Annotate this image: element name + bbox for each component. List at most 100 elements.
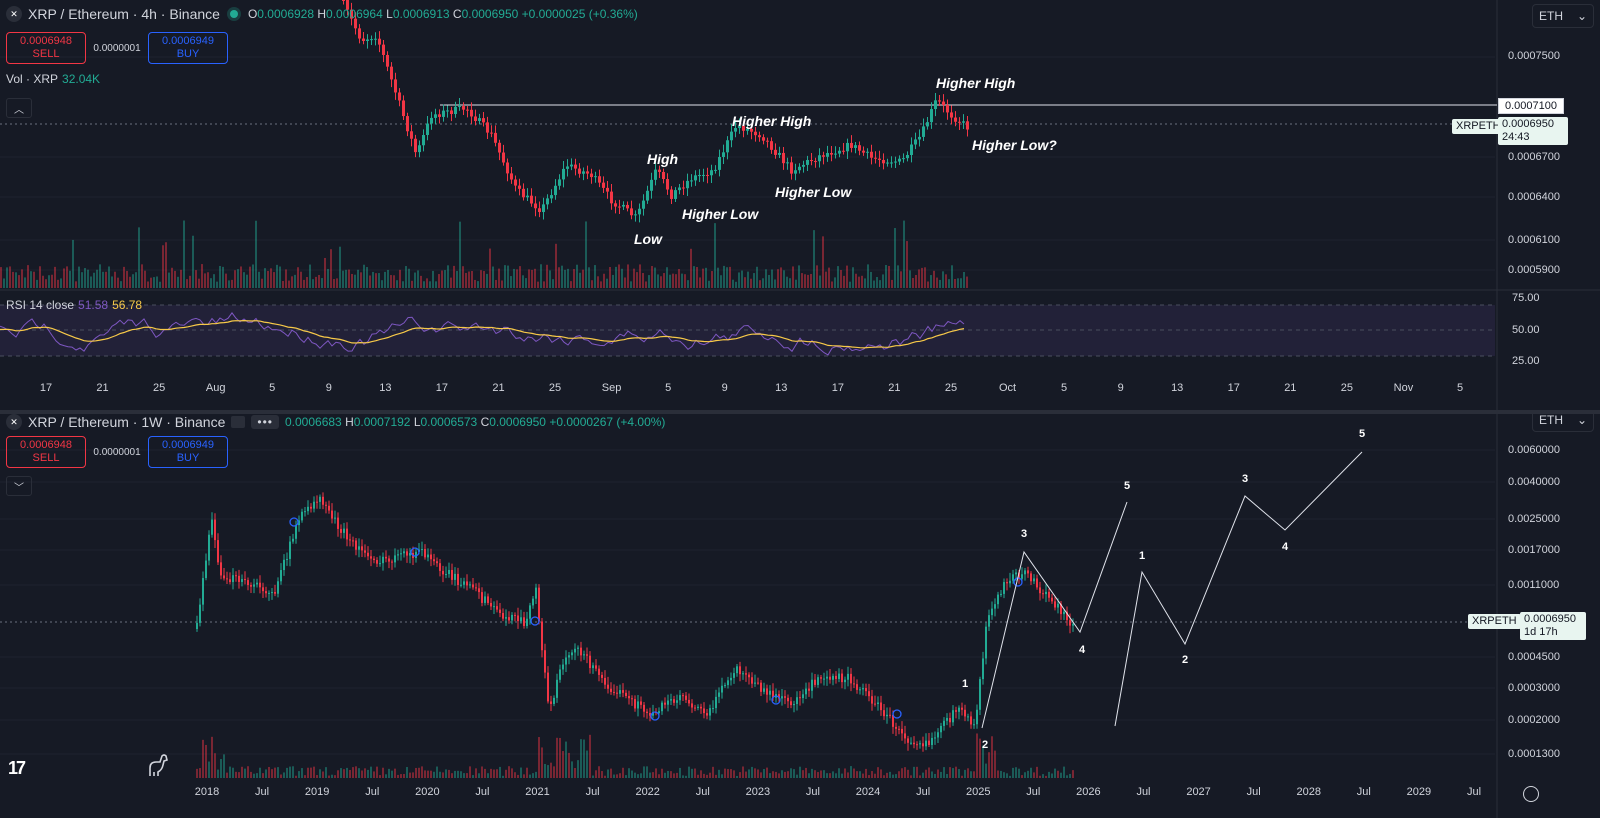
volume-bar: [391, 770, 393, 778]
sell-button[interactable]: 0.0006948 SELL: [6, 32, 86, 64]
candle-body: [742, 673, 744, 675]
volume-bar: [490, 768, 492, 778]
candle-body: [805, 688, 807, 695]
candle-body: [577, 647, 579, 649]
volume-bar: [789, 278, 791, 288]
buy-button[interactable]: 0.0006949 BUY: [148, 436, 228, 468]
chart-4h-canvas[interactable]: [0, 0, 1600, 410]
candle-body: [506, 162, 509, 174]
volume-bar: [654, 267, 656, 288]
event-marker: [530, 616, 540, 626]
symbol-title[interactable]: XRP / Ethereum · 1W · Binance: [28, 414, 226, 430]
volume-bar: [258, 271, 260, 288]
volume-bar: [696, 267, 698, 288]
volume-bar: [711, 271, 713, 288]
volume-bar: [529, 774, 531, 778]
volume-bar: [658, 774, 660, 778]
settings-icon[interactable]: [1523, 786, 1539, 802]
sell-button[interactable]: 0.0006948 SELL: [6, 436, 86, 468]
pane-divider[interactable]: [0, 410, 1600, 414]
volume-bar: [958, 769, 960, 778]
wave-label: 2: [1181, 654, 1189, 666]
candle-body: [586, 654, 588, 656]
volume-bar: [976, 733, 978, 778]
candle-body: [730, 677, 732, 681]
time-axis-label: 2021: [525, 786, 550, 798]
more-options-button[interactable]: •••: [251, 415, 279, 429]
candle-body: [607, 684, 609, 689]
candle-body: [292, 538, 294, 542]
chevron-down-icon: ﹀: [14, 482, 24, 494]
annotation-label: Higher High: [732, 113, 812, 129]
dino-icon[interactable]: [146, 752, 170, 778]
ohlc-high: 0.0006964: [326, 7, 383, 21]
tradingview-logo[interactable]: 17: [8, 758, 26, 778]
annotation-label: Low: [634, 231, 662, 247]
time-axis-label: Jul: [1026, 786, 1041, 798]
volume-bar: [363, 264, 365, 288]
chart-pane-4h[interactable]: ✕ XRP / Ethereum · 4h · Binance O0.00069…: [0, 0, 1600, 410]
volume-bar: [633, 268, 635, 288]
chart-pane-1w[interactable]: ✕ XRP / Ethereum · 1W · Binance ••• 0.00…: [0, 414, 1600, 818]
candle-body: [976, 709, 978, 725]
volume-bar: [180, 269, 182, 288]
volume-bar: [651, 266, 653, 288]
candle-body: [493, 606, 495, 608]
symbol-title[interactable]: XRP / Ethereum · 4h · Binance: [28, 6, 220, 22]
collapse-indicators-button[interactable]: ︿: [6, 98, 32, 118]
candle-body: [1027, 570, 1029, 574]
volume-bar: [694, 768, 696, 778]
volume-bar: [523, 774, 525, 778]
candle-body: [829, 676, 831, 680]
volume-bar: [586, 750, 588, 778]
volume-bar: [837, 266, 839, 288]
volume-bar: [421, 766, 423, 778]
volume-bar: [367, 769, 369, 778]
volume-bar: [756, 266, 758, 288]
volume-bar: [532, 773, 534, 778]
volume-bar: [531, 269, 533, 288]
volume-bar: [670, 771, 672, 778]
symbol-icon[interactable]: ✕: [6, 6, 22, 22]
volume-bar: [963, 271, 965, 288]
volume-bar: [316, 775, 318, 778]
volume-bar: [411, 280, 413, 288]
candle-body: [754, 682, 756, 684]
volume-bar: [733, 770, 735, 778]
volume-bar: [297, 267, 299, 288]
candle-body: [229, 579, 231, 583]
candle-body: [634, 699, 636, 709]
annotation-label: Higher High: [936, 75, 1016, 91]
time-axis-label: Sep: [601, 382, 622, 394]
buy-button[interactable]: 0.0006949 BUY: [148, 32, 228, 64]
volume-bar: [868, 775, 870, 778]
time-axis-label: 9: [1117, 382, 1124, 394]
candle-body: [235, 575, 237, 577]
volume-bar: [378, 273, 380, 288]
ohlc-change: +0.0000267 (+4.00%): [549, 415, 666, 429]
expand-indicators-button[interactable]: ﹀: [6, 476, 32, 496]
volume-bar: [804, 274, 806, 288]
candle-body: [446, 110, 449, 112]
symbol-icon[interactable]: ✕: [6, 414, 22, 430]
volume-legend[interactable]: Vol · XRP 32.04K: [6, 72, 100, 86]
rsi-legend[interactable]: RSI 14 close 51.58 56.78: [6, 298, 142, 312]
currency-select-1w[interactable]: ETH ⌄: [1532, 414, 1594, 432]
candle-body: [583, 654, 585, 656]
maximize-icon[interactable]: [231, 416, 246, 428]
volume-bar: [318, 274, 320, 288]
candle-body: [481, 592, 483, 603]
symbol-price-tag: XRPETH: [1452, 119, 1505, 134]
volume-bar: [685, 775, 687, 778]
candle-body: [832, 675, 834, 680]
volume-bar: [730, 769, 732, 778]
currency-select-4h[interactable]: ETH ⌄: [1532, 4, 1594, 28]
candle-body: [762, 137, 765, 141]
volume-bar: [237, 269, 239, 288]
volume-bar: [442, 772, 444, 778]
candle-body: [514, 179, 517, 186]
volume-bar: [714, 223, 716, 288]
volume-bar: [948, 279, 950, 288]
chart-1w-canvas[interactable]: [0, 414, 1600, 818]
volume-bar: [499, 766, 501, 778]
